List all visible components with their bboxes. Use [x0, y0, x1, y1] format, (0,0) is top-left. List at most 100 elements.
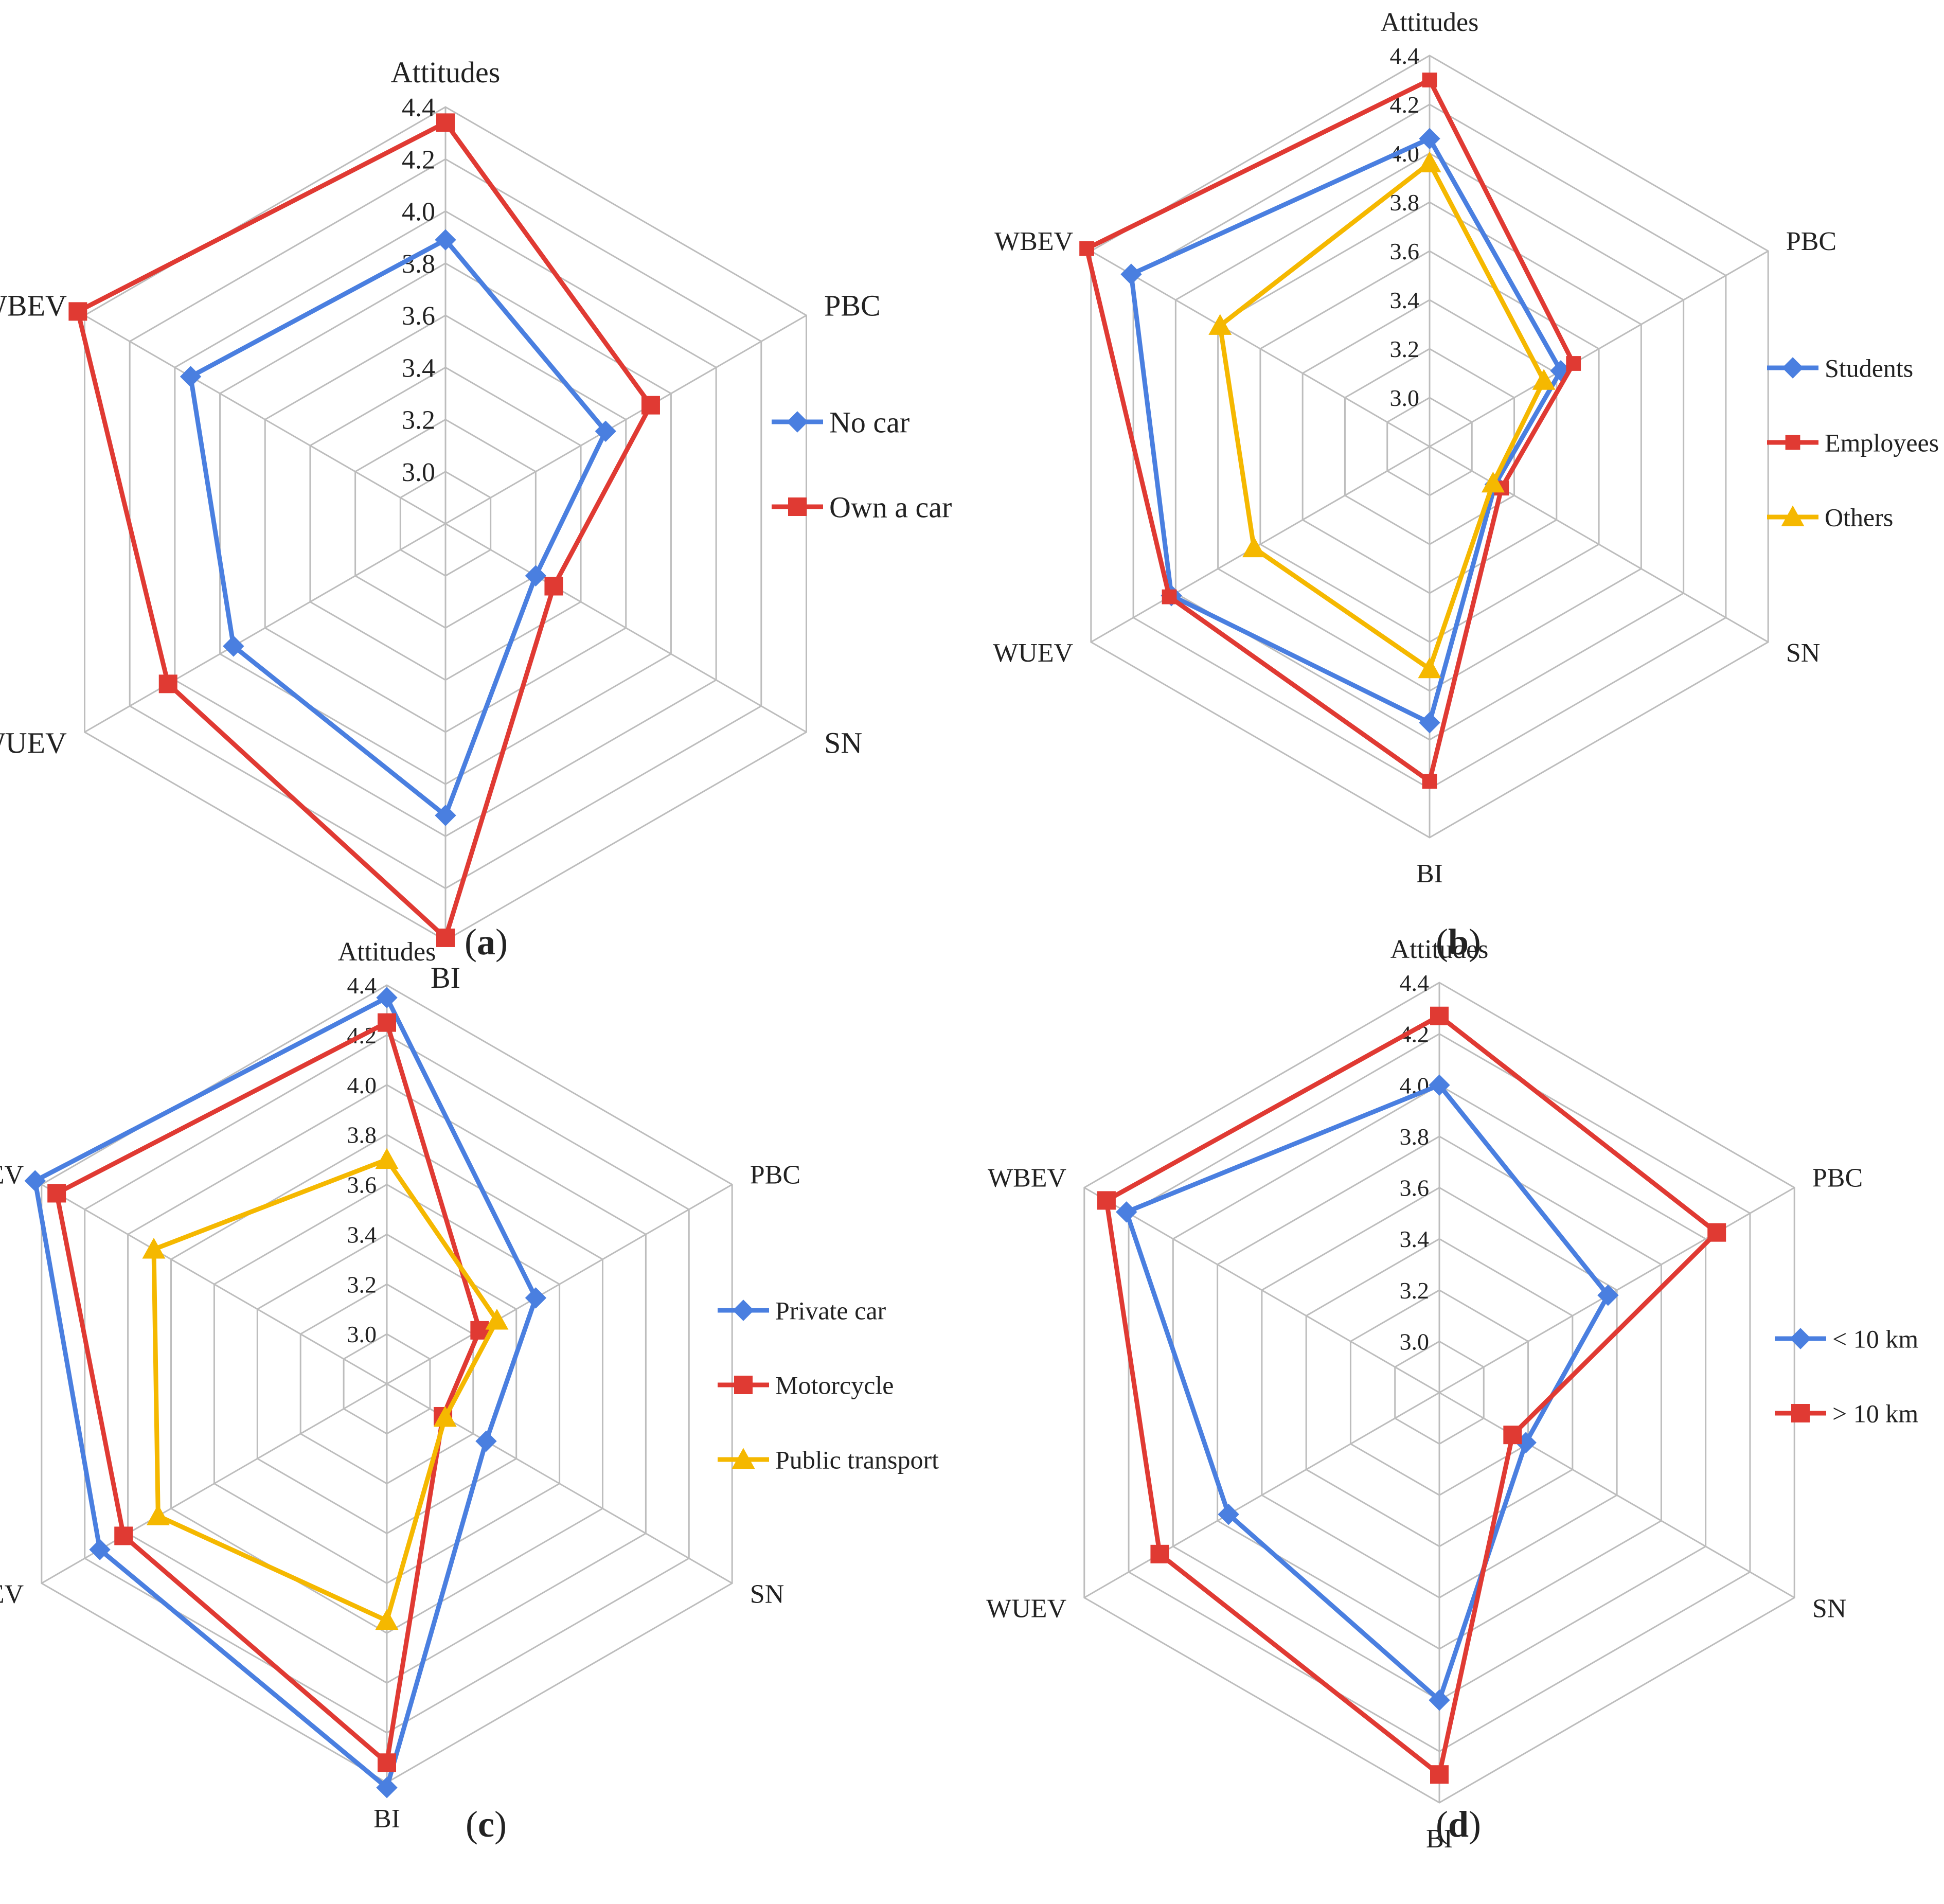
legend-item-own-a-car: Own a car — [772, 490, 952, 524]
radar-chart-b: 3.03.23.43.63.84.04.24.4AttitudesPBCSNBI… — [993, 8, 1939, 963]
legend-label: Students — [1825, 354, 1913, 383]
legend-marker — [787, 411, 808, 433]
legend-item-no-car: No car — [772, 405, 909, 439]
data-point-bi — [1418, 657, 1441, 679]
axis-spoke — [1429, 250, 1769, 448]
data-point-pbc — [1532, 369, 1556, 390]
tick-label: 3.6 — [347, 1172, 377, 1198]
radar-chart-c: 3.03.23.43.63.84.04.24.4AttitudesPBCSNBI… — [0, 937, 939, 1845]
tick-label: 3.2 — [402, 406, 435, 435]
series-line-own-a-car — [75, 120, 653, 940]
legend-item-motorcycle: Motorcycle — [718, 1371, 894, 1400]
axis-label-attitudes: Attitudes — [391, 56, 501, 89]
data-point-attitudes — [378, 1013, 396, 1032]
series-line-no-car — [188, 237, 608, 818]
axis-spoke — [84, 523, 446, 733]
legend-label: Private car — [775, 1296, 886, 1325]
tick-label: 3.0 — [1390, 385, 1420, 411]
axis-label-attitudes: Attitudes — [338, 937, 436, 967]
tick-label: 4.4 — [347, 972, 377, 999]
data-point-attitudes — [376, 987, 398, 1008]
series-own-a-car — [68, 113, 660, 947]
data-point-pbc — [1707, 1223, 1726, 1242]
data-point-wuev — [1242, 536, 1266, 558]
radar-grid — [41, 984, 733, 1784]
legend-item-public-transport: Public transport — [718, 1446, 939, 1474]
tick-label: 4.4 — [1400, 970, 1430, 996]
radar-chart-d: 3.03.23.43.63.84.04.24.4AttitudesPBCSNBI… — [986, 935, 1918, 1854]
data-point-pbc — [525, 1287, 547, 1309]
legend: < 10 km > 10 km — [1775, 1325, 1918, 1428]
tick-label: 3.4 — [1390, 287, 1420, 313]
legend-marker — [1785, 435, 1800, 450]
axis-labels: Attitudes PBC SN BI WUEV WBEV — [0, 56, 881, 994]
radar-chart-a: 3.03.23.43.63.84.04.24.4AttitudesPBCSNBI… — [0, 56, 952, 994]
data-point-attitudes — [375, 1148, 399, 1169]
axis-spoke — [84, 314, 446, 525]
data-point-sn — [475, 1430, 497, 1452]
axis-label-bi: BI — [1426, 1824, 1453, 1854]
series-public-transport — [142, 1148, 509, 1630]
axis-label-wbev: WBEV — [0, 1161, 24, 1190]
tick-label: 4.0 — [402, 198, 435, 227]
data-point-pbc — [595, 420, 616, 442]
series-no-car — [180, 229, 616, 826]
tick-label: 4.4 — [402, 93, 435, 122]
legend-marker — [788, 497, 807, 516]
panel-label: (d) — [1436, 1804, 1481, 1845]
data-point-bi — [435, 805, 456, 826]
axis-spoke — [1084, 1392, 1440, 1598]
series-line-motorcycle — [54, 1020, 482, 1765]
data-point-attitudes — [435, 229, 456, 251]
tick-label: 3.6 — [402, 301, 435, 331]
data-point-wbev — [1116, 1201, 1137, 1223]
tick-label: 3.0 — [1400, 1328, 1430, 1355]
legend-marker — [1781, 505, 1805, 526]
data-point-wbev — [180, 366, 202, 387]
legend: Students Employees Others — [1767, 354, 1939, 532]
tick-label: 3.0 — [402, 458, 435, 487]
series-employees — [1079, 73, 1581, 789]
axis-labels: Attitudes PBC SN BI WUEV WBEV — [986, 935, 1863, 1854]
data-point-bi — [436, 928, 455, 947]
figure: 3.0 3.2 3.4 3.6 3.8 4.0 4.2 4.4 Attitudes PBC SN BI… — [0, 8, 1939, 1854]
data-point-pbc — [1550, 360, 1572, 382]
data-point-attitudes — [1418, 151, 1441, 172]
axis-spoke — [41, 1184, 387, 1385]
tick-label: 3.8 — [347, 1122, 377, 1148]
tick-label: 3.2 — [1390, 336, 1420, 362]
data-point-wbev — [142, 1237, 166, 1259]
legend-label: < 10 km — [1832, 1325, 1918, 1354]
data-point-sn — [544, 577, 563, 596]
data-point-sn — [1515, 1432, 1537, 1453]
data-point-sn — [433, 1405, 457, 1427]
legend-item-others: Others — [1767, 503, 1893, 532]
axis-label-sn: SN — [1812, 1594, 1846, 1624]
legend-label: No car — [829, 405, 909, 439]
axis-spoke — [386, 1184, 733, 1385]
legend-marker — [1790, 1328, 1811, 1349]
data-point-wuev — [146, 1504, 170, 1525]
data-point-wuev — [1218, 1503, 1239, 1525]
data-point-pbc — [1597, 1285, 1619, 1306]
tick-label: 3.8 — [1400, 1124, 1430, 1150]
radar-grid — [1083, 982, 1795, 1804]
axis-spoke — [1439, 1392, 1795, 1598]
axis-spoke — [1429, 446, 1769, 643]
legend-item-employees: Employees — [1767, 429, 1939, 457]
axis-label-pbc: PBC — [1812, 1164, 1863, 1193]
axis-spoke — [1439, 1187, 1795, 1394]
data-point-wuev — [114, 1526, 133, 1545]
tick-label: 3.2 — [1400, 1277, 1430, 1304]
axis-label-bi: BI — [431, 961, 460, 994]
tick-labels: 3.03.23.43.63.84.04.24.4 — [402, 93, 435, 487]
legend-marker — [1791, 1404, 1810, 1422]
axis-spoke — [445, 314, 807, 525]
radar-panel-d: 3.0 3.2 3.4 3.6 3.8 4.0 4.2 4.4 Attitudes PBC SN BI… — [972, 935, 1944, 1904]
data-point-bi — [1430, 1765, 1449, 1784]
axis-spoke — [1091, 446, 1430, 643]
tick-label: 4.4 — [1390, 43, 1420, 69]
legend-marker — [1782, 357, 1804, 379]
series-line-others — [1218, 161, 1546, 671]
axis-label-sn: SN — [1786, 638, 1820, 668]
